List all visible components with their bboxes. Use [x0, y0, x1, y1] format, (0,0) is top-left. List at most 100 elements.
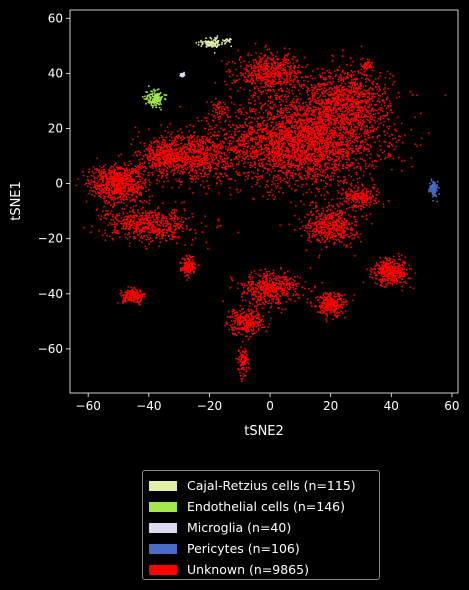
data-point	[299, 131, 302, 134]
data-point	[328, 108, 331, 111]
data-point	[348, 85, 351, 88]
data-point	[296, 110, 299, 113]
data-point	[337, 164, 340, 167]
data-point	[342, 86, 345, 88]
data-point	[277, 170, 280, 172]
data-point	[253, 131, 256, 133]
data-point	[351, 161, 354, 164]
data-point	[360, 58, 362, 61]
data-point	[416, 145, 418, 148]
data-point	[260, 107, 263, 110]
data-point	[351, 147, 354, 150]
data-point	[317, 120, 320, 123]
data-point	[358, 96, 361, 99]
data-point	[334, 208, 337, 210]
data-point	[329, 159, 331, 162]
data-point	[347, 133, 350, 135]
data-point	[254, 87, 256, 90]
data-point	[276, 51, 279, 54]
data-point	[284, 142, 286, 145]
data-point	[323, 155, 325, 158]
data-point	[339, 123, 342, 126]
data-point	[247, 129, 250, 132]
data-point	[295, 106, 297, 108]
data-point	[300, 86, 303, 88]
data-point	[306, 90, 309, 93]
data-point	[414, 116, 417, 119]
data-point	[287, 165, 290, 168]
data-point	[366, 124, 368, 127]
data-point	[288, 177, 291, 180]
data-point	[245, 68, 248, 71]
data-point	[238, 156, 241, 158]
data-point	[233, 145, 236, 148]
data-point	[346, 75, 348, 78]
data-point	[323, 133, 326, 135]
data-point	[320, 129, 322, 132]
data-point	[272, 144, 275, 147]
data-point	[254, 175, 257, 178]
data-point	[358, 116, 360, 119]
data-point	[310, 119, 312, 122]
data-point	[347, 89, 350, 91]
data-point	[285, 180, 287, 183]
data-point	[265, 137, 268, 140]
data-point	[296, 122, 298, 125]
data-point	[312, 162, 315, 165]
data-point	[311, 169, 313, 172]
data-point	[252, 96, 254, 99]
data-point	[227, 178, 230, 181]
data-point	[288, 111, 290, 113]
data-point	[332, 99, 335, 102]
data-point	[242, 162, 245, 165]
data-point	[208, 113, 210, 115]
data-point	[229, 140, 232, 143]
data-point	[333, 141, 336, 144]
data-point	[387, 127, 390, 130]
data-point	[306, 132, 308, 135]
data-point	[379, 122, 382, 124]
data-point	[283, 110, 285, 112]
data-point	[246, 80, 248, 83]
data-point	[318, 144, 321, 147]
data-point	[304, 136, 307, 139]
data-point	[335, 167, 338, 169]
data-point	[267, 89, 269, 92]
data-point	[311, 88, 314, 91]
data-point	[356, 126, 358, 129]
data-point	[285, 173, 287, 176]
data-point	[282, 72, 284, 75]
data-point	[350, 90, 353, 92]
data-point	[342, 76, 345, 79]
data-point	[351, 145, 353, 147]
data-point	[284, 172, 287, 174]
data-point	[223, 172, 226, 175]
data-point	[272, 121, 274, 123]
data-point	[268, 62, 270, 65]
data-point	[332, 166, 335, 169]
data-point	[305, 141, 308, 144]
data-point	[291, 105, 294, 107]
data-point	[244, 179, 247, 181]
data-point	[251, 156, 254, 159]
data-point	[391, 75, 394, 77]
data-point	[246, 177, 249, 180]
data-point	[414, 143, 417, 146]
data-point	[353, 111, 355, 114]
data-point	[243, 79, 246, 81]
data-point	[324, 166, 327, 168]
data-point	[328, 153, 331, 156]
data-point	[254, 157, 256, 160]
data-point	[333, 108, 335, 111]
data-point	[207, 129, 210, 131]
data-point	[341, 71, 344, 73]
data-point	[255, 85, 258, 88]
data-point	[261, 116, 264, 119]
data-point	[321, 145, 323, 148]
data-point	[349, 98, 352, 101]
data-point	[233, 150, 235, 153]
data-point	[321, 141, 324, 143]
data-point	[255, 136, 258, 139]
data-point	[247, 174, 250, 177]
data-point	[247, 135, 250, 138]
